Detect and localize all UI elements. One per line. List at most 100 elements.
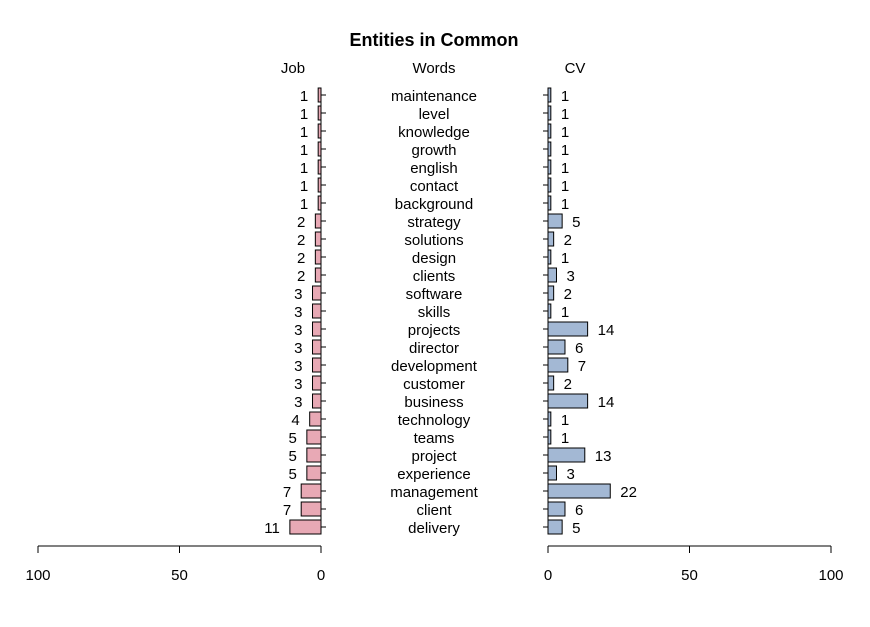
word-label-knowledge: knowledge: [398, 124, 470, 141]
word-label-technology: technology: [398, 412, 471, 429]
word-label-strategy: strategy: [407, 214, 461, 231]
job-value-client: 7: [283, 502, 291, 519]
cv-bar-clients: [547, 267, 557, 283]
cv-value-development: 7: [578, 358, 586, 375]
word-labels: maintenancelevelknowledgegrowthenglishco…: [390, 88, 478, 537]
word-label-management: management: [390, 484, 478, 501]
job-value-experience: 5: [289, 466, 297, 483]
cv-value-technology: 1: [561, 412, 569, 429]
word-label-design: design: [412, 250, 456, 267]
job-x-tick-label: 0: [317, 567, 325, 584]
cv-value-customer: 2: [564, 376, 572, 393]
job-value-level: 1: [300, 106, 308, 123]
job-bar-management: [300, 483, 322, 499]
cv-value-contact: 1: [561, 178, 569, 195]
job-value-english: 1: [300, 160, 308, 177]
job-bar-clients: [314, 267, 322, 283]
job-header: Job: [281, 60, 305, 77]
cv-value-level: 1: [561, 106, 569, 123]
job-value-development: 3: [294, 358, 302, 375]
cv-value-solutions: 2: [564, 232, 572, 249]
cv-x-tick-label: 100: [818, 567, 843, 584]
word-label-growth: growth: [411, 142, 456, 159]
word-label-projects: projects: [408, 322, 461, 339]
job-bar-client: [300, 501, 322, 517]
word-label-development: development: [391, 358, 478, 375]
cv-bar-development: [547, 357, 569, 373]
job-bar-software: [312, 285, 322, 301]
cv-value-design: 1: [561, 250, 569, 267]
word-label-clients: clients: [413, 268, 456, 285]
word-label-experience: experience: [397, 466, 470, 483]
job-bar-customer: [312, 375, 322, 391]
job-x-tick-label: 100: [25, 567, 50, 584]
word-label-contact: contact: [410, 178, 459, 195]
job-value-teams: 5: [289, 430, 297, 447]
job-value-project: 5: [289, 448, 297, 465]
cv-value-teams: 1: [561, 430, 569, 447]
cv-value-growth: 1: [561, 142, 569, 159]
cv-value-director: 6: [575, 340, 583, 357]
cv-value-experience: 3: [566, 466, 574, 483]
cv-bar-strategy: [547, 213, 563, 229]
cv-header: CV: [565, 60, 586, 77]
words-header: Words: [412, 60, 455, 77]
word-label-customer: customer: [403, 376, 465, 393]
cv-value-software: 2: [564, 286, 572, 303]
job-value-strategy: 2: [297, 214, 305, 231]
word-label-solutions: solutions: [404, 232, 463, 249]
cv-bar-customer: [547, 375, 555, 391]
word-label-business: business: [404, 394, 463, 411]
job-value-background: 1: [300, 196, 308, 213]
cv-value-strategy: 5: [572, 214, 580, 231]
job-bar-design: [314, 249, 322, 265]
word-label-delivery: delivery: [408, 520, 460, 537]
cv-value-project: 13: [595, 448, 612, 465]
cv-bar-projects: [547, 321, 589, 337]
cv-bar-management: [547, 483, 611, 499]
job-value-director: 3: [294, 340, 302, 357]
word-label-english: english: [410, 160, 458, 177]
word-label-director: director: [409, 340, 459, 357]
cv-value-client: 6: [575, 502, 583, 519]
cv-x-tick-label: 0: [544, 567, 552, 584]
word-label-software: software: [406, 286, 463, 303]
job-bar-technology: [309, 411, 322, 427]
word-label-project: project: [411, 448, 457, 465]
job-bar-project: [306, 447, 322, 463]
cv-bar-project: [547, 447, 586, 463]
cv-value-clients: 3: [566, 268, 574, 285]
job-bar-teams: [306, 429, 322, 445]
job-value-customer: 3: [294, 376, 302, 393]
job-value-skills: 3: [294, 304, 302, 321]
cv-x-tick-label: 50: [681, 567, 698, 584]
job-bar-experience: [306, 465, 322, 481]
word-label-maintenance: maintenance: [391, 88, 477, 105]
word-label-skills: skills: [418, 304, 451, 321]
cv-bar-solutions: [547, 231, 555, 247]
job-value-design: 2: [297, 250, 305, 267]
job-bar-skills: [312, 303, 322, 319]
job-value-software: 3: [294, 286, 302, 303]
job-value-contact: 1: [300, 178, 308, 195]
cv-value-background: 1: [561, 196, 569, 213]
job-value-solutions: 2: [297, 232, 305, 249]
cv-value-business: 14: [598, 394, 615, 411]
axes: 100 50 0 0 50 100: [25, 89, 844, 584]
cv-bar-software: [547, 285, 555, 301]
cv-bar-experience: [547, 465, 557, 481]
job-value-growth: 1: [300, 142, 308, 159]
job-bar-director: [312, 339, 322, 355]
word-label-client: client: [416, 502, 452, 519]
cv-value-english: 1: [561, 160, 569, 177]
job-value-projects: 3: [294, 322, 302, 339]
cv-bar-business: [547, 393, 589, 409]
cv-value-skills: 1: [561, 304, 569, 321]
job-bar-business: [312, 393, 322, 409]
job-value-business: 3: [294, 394, 302, 411]
job-bar-projects: [312, 321, 322, 337]
job-value-management: 7: [283, 484, 291, 501]
word-label-level: level: [419, 106, 450, 123]
